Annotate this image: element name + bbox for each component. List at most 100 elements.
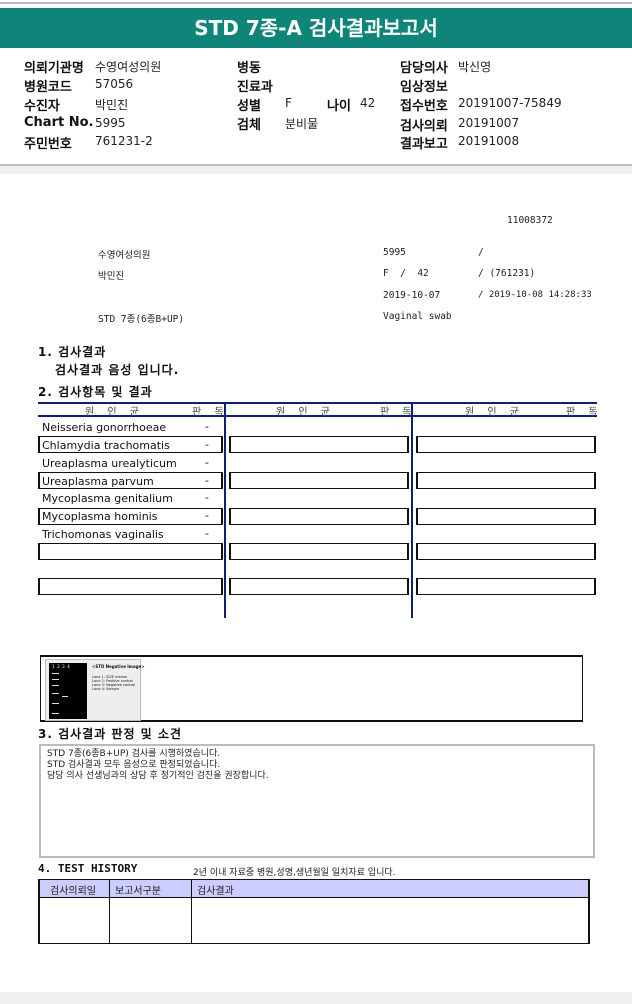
info-label: 성별 (237, 99, 261, 114)
info-value: 20191007 (458, 116, 520, 130)
request-date: 2019-10-07 (383, 290, 441, 301)
organism-result: - (205, 456, 209, 469)
info-label: 검사의뢰 (400, 119, 448, 134)
row-box (38, 436, 223, 453)
report-title: STD 7종-A 검사결과보고서 (0, 8, 632, 48)
organism-name: Mycoplasma hominis (42, 510, 158, 523)
legend-item: Lane 2: Positive control (92, 679, 133, 683)
organism-name: Trichomonas vaginalis (42, 528, 164, 541)
opinion-line: 담당 의사 선생님과의 상담 후 정기적인 검진을 권장합니다. (47, 771, 269, 781)
info-label: 나이 (327, 99, 351, 114)
opinion-text: STD 7종(6종B+UP) 검사를 시행하였습니다. STD 검사결과 모두 … (47, 749, 269, 782)
row-box (38, 543, 223, 560)
row-box (229, 578, 409, 595)
page-bottom (0, 992, 632, 1004)
info-value: 박신영 (458, 60, 492, 74)
row-box (416, 472, 596, 489)
organism-result: - (205, 509, 209, 522)
row-box (229, 508, 409, 525)
gel-image: 1 2 3 4 <STD Negative Image> Lane 1: SIZ… (45, 659, 145, 721)
history-note: 2년 이내 자료중 병원,성명,생년월일 일치자료 입니다. (193, 868, 396, 878)
col-header-organism: 원 인 균 (276, 407, 335, 418)
row-box (416, 578, 596, 595)
organism-result: - (205, 474, 209, 487)
row-box (229, 543, 409, 560)
opinion-line: STD 검사결과 모두 음성으로 판정되었습니다. (47, 760, 221, 770)
report-datetime: / 2019-10-08 14:28:33 (478, 290, 592, 300)
organism-name: Ureaplasma parvum (42, 475, 154, 488)
row-box (229, 472, 409, 489)
info-label: 주민번호 (24, 137, 72, 152)
hospital: 수영여성의원 (98, 250, 151, 261)
info-value: 20191007-75849 (458, 96, 562, 110)
history-header (40, 880, 588, 898)
row-box (38, 472, 223, 489)
page-gap (0, 166, 632, 174)
legend-item: Lane 3: Negative control (92, 683, 136, 687)
info-value: 박민진 (95, 98, 129, 112)
legend-item: Lane 4: Sample (92, 687, 120, 691)
info-label: 병원코드 (24, 80, 72, 95)
table-header-line (38, 415, 597, 417)
history-col-date: 검사의뢰일 (50, 886, 96, 897)
organism-name: Neisseria gonorrhoeae (42, 421, 167, 434)
divider (0, 164, 632, 166)
info-label: 검체 (237, 118, 261, 133)
opinion-box: STD 7종(6종B+UP) 검사를 시행하였습니다. STD 검사결과 모두 … (39, 744, 595, 858)
legend-item: Lane 1: SIZE marker (92, 675, 128, 679)
col-header-organism: 원 인 균 (465, 407, 524, 418)
specimen: Vaginal swab (383, 311, 452, 322)
gel-image-frame (40, 655, 583, 722)
section-2-title: 2. 검사항목 및 결과 (38, 385, 153, 399)
info-value: 761231-2 (95, 134, 153, 148)
info-value: 57056 (95, 77, 134, 91)
row-box (416, 543, 596, 560)
info-label: 수진자 (24, 99, 60, 114)
info-value: 5995 (95, 116, 126, 130)
info-value: F (285, 96, 292, 110)
patient-name: 박민진 (98, 271, 125, 282)
history-col-result: 검사결과 (197, 886, 234, 897)
col-header-organism: 원 인 균 (85, 407, 144, 418)
history-table: 검사의뢰일 보고서구분 검사결과 (38, 879, 590, 944)
sex-age: F / 42 (383, 268, 429, 279)
info-label: 병동 (237, 61, 261, 76)
info-value: 수영여성의원 (95, 60, 162, 74)
section-1-text: 검사결과 음성 입니다. (55, 363, 180, 377)
opinion-line: STD 7종(6종B+UP) 검사를 시행하였습니다. (47, 749, 221, 759)
table-top-line (38, 402, 597, 404)
chart-no: 5995 (383, 247, 406, 258)
info-label: 임상정보 (400, 80, 448, 95)
organism-result: - (205, 491, 209, 504)
history-col-type: 보고서구분 (115, 886, 161, 897)
info-value: 분비물 (285, 117, 319, 131)
col-header-result: 판 독 (380, 407, 417, 418)
info-label: Chart No. (24, 115, 94, 130)
organism-result: - (205, 527, 209, 540)
organism-name: Mycoplasma genitalium (42, 492, 173, 505)
column-divider (411, 402, 413, 618)
info-label: 진료과 (237, 80, 273, 95)
info-label: 담당의사 (400, 61, 448, 76)
organism-result: - (205, 420, 209, 433)
organism-result: - (205, 438, 209, 451)
section-4-title: 4. TEST HISTORY (38, 862, 138, 875)
info-value: 20191008 (458, 134, 520, 148)
info-value: 42 (360, 96, 376, 110)
test-name: STD 7종(6종B+UP) (98, 314, 185, 325)
row-box (38, 578, 223, 595)
info-label: 접수번호 (400, 99, 448, 114)
organism-name: Chlamydia trachomatis (42, 439, 170, 452)
gel-title: <STD Negative Image> (92, 664, 145, 669)
organism-name: Ureaplasma urealyticum (42, 457, 177, 470)
gel-legend: Lane 1: SIZE marker Lane 2: Positive con… (92, 675, 135, 691)
column-divider (224, 402, 226, 618)
row-box (416, 508, 596, 525)
info-label: 결과보고 (400, 137, 448, 152)
col-header-result: 판 독 (192, 407, 229, 418)
section-3-title: 3. 검사결과 판정 및 소견 (38, 727, 182, 741)
row-box (229, 436, 409, 453)
info-label: 의뢰기관명 (24, 61, 84, 76)
row-box (416, 436, 596, 453)
top-border (0, 2, 632, 4)
